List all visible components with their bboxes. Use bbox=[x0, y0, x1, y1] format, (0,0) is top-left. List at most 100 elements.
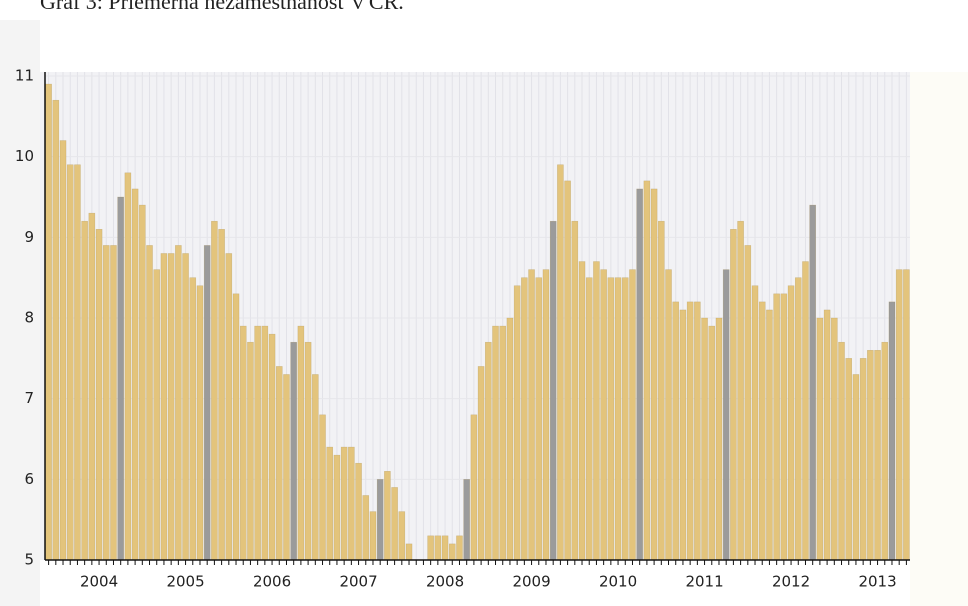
bar bbox=[816, 317, 824, 561]
bar bbox=[737, 220, 744, 561]
bar bbox=[139, 204, 146, 561]
bar bbox=[650, 188, 658, 561]
bar bbox=[239, 325, 247, 561]
bar bbox=[809, 204, 816, 561]
bar bbox=[225, 253, 233, 561]
bar bbox=[182, 253, 189, 561]
bar bbox=[600, 269, 607, 561]
bar bbox=[45, 83, 52, 561]
bar bbox=[831, 317, 838, 561]
x-tick-label: 2009 bbox=[512, 573, 550, 591]
bar bbox=[578, 261, 586, 561]
bar bbox=[859, 358, 867, 561]
bar bbox=[167, 253, 175, 561]
bar bbox=[903, 269, 910, 561]
bar bbox=[557, 164, 564, 561]
bar bbox=[333, 454, 341, 561]
y-tick-label: 10 bbox=[15, 147, 34, 165]
bar bbox=[621, 277, 629, 561]
bar bbox=[384, 471, 391, 561]
bar bbox=[528, 269, 535, 561]
bar bbox=[492, 325, 499, 561]
bar bbox=[66, 164, 74, 561]
x-tick-label: 2012 bbox=[772, 573, 810, 591]
x-tick-label: 2010 bbox=[599, 573, 637, 591]
bar bbox=[881, 341, 889, 561]
bar bbox=[218, 229, 225, 561]
bar bbox=[694, 301, 701, 561]
bar bbox=[499, 325, 507, 561]
bar bbox=[794, 277, 802, 561]
bar bbox=[456, 535, 463, 561]
bar bbox=[542, 269, 550, 561]
bar bbox=[852, 374, 860, 561]
bar bbox=[730, 229, 737, 561]
bar bbox=[81, 220, 88, 561]
bar bbox=[722, 269, 730, 561]
bar bbox=[153, 269, 161, 561]
y-tick-label: 9 bbox=[24, 228, 34, 246]
x-tick-label: 2011 bbox=[685, 573, 723, 591]
bar bbox=[585, 277, 593, 561]
bar bbox=[268, 333, 276, 561]
bar bbox=[283, 374, 290, 561]
bar bbox=[607, 277, 615, 561]
bar bbox=[261, 325, 269, 561]
bar bbox=[189, 277, 197, 561]
bar bbox=[485, 341, 492, 561]
y-tick-label: 5 bbox=[24, 551, 34, 569]
bar bbox=[658, 220, 665, 561]
bar bbox=[88, 212, 96, 561]
bar bbox=[513, 285, 521, 561]
y-tick-label: 11 bbox=[15, 67, 34, 85]
bar bbox=[297, 325, 305, 561]
bar bbox=[643, 180, 651, 561]
bar bbox=[448, 543, 456, 561]
bar bbox=[470, 414, 478, 561]
left-panel bbox=[0, 20, 40, 606]
bar bbox=[434, 535, 442, 561]
bar bbox=[564, 180, 571, 561]
bar bbox=[247, 341, 254, 561]
bar bbox=[102, 245, 110, 561]
bar bbox=[441, 535, 449, 561]
bar bbox=[867, 350, 874, 561]
bar bbox=[477, 366, 485, 561]
bar bbox=[571, 220, 579, 561]
bar bbox=[398, 511, 406, 561]
chart-title: Graf 3: Priemerná nezamestnanosť v ČR. bbox=[40, 0, 404, 14]
bar bbox=[232, 293, 240, 561]
bar bbox=[535, 277, 543, 561]
bar bbox=[275, 366, 283, 561]
bar bbox=[312, 374, 319, 561]
bar bbox=[838, 341, 845, 561]
bar bbox=[751, 285, 759, 561]
bar bbox=[614, 277, 622, 561]
bar bbox=[787, 285, 795, 561]
bar bbox=[124, 172, 132, 561]
bar bbox=[74, 164, 81, 561]
bar bbox=[355, 462, 362, 561]
bar bbox=[319, 414, 326, 561]
bar bbox=[744, 245, 752, 561]
bar bbox=[304, 341, 312, 561]
bar bbox=[629, 269, 636, 561]
bar bbox=[549, 220, 557, 561]
bar bbox=[131, 188, 139, 561]
bar bbox=[888, 301, 896, 561]
bar bbox=[376, 479, 384, 561]
bar bbox=[895, 269, 903, 561]
bar bbox=[110, 245, 117, 561]
bar bbox=[823, 309, 831, 561]
bar bbox=[290, 341, 297, 561]
bar bbox=[686, 301, 694, 561]
bar bbox=[708, 325, 716, 561]
x-tick-label: 2013 bbox=[858, 573, 896, 591]
y-tick-label: 8 bbox=[24, 309, 34, 327]
y-tick-label: 6 bbox=[24, 470, 34, 488]
right-panel bbox=[910, 72, 968, 606]
bar bbox=[117, 196, 124, 561]
x-tick-label: 2006 bbox=[253, 573, 291, 591]
